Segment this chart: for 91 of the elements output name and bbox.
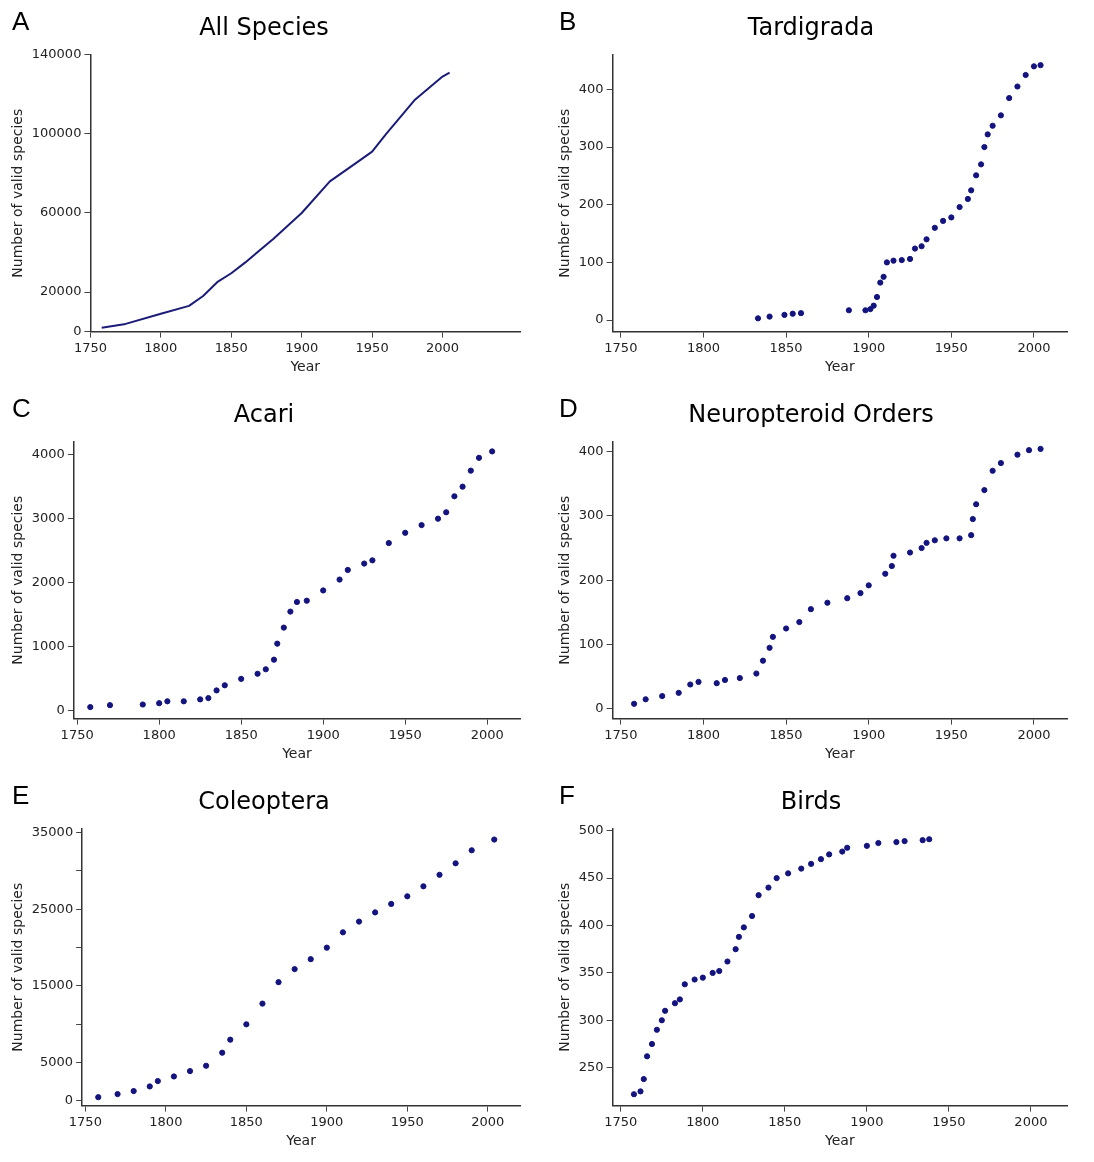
y-tick-label: 20000 (40, 283, 82, 299)
x-axis-title: Year (823, 745, 855, 762)
x-tick-label: 1900 (310, 1113, 344, 1129)
x-axis-title: Year (285, 1132, 317, 1149)
y-tick-label: 60000 (40, 204, 82, 220)
y-axis-title: Number of valid species (9, 108, 26, 278)
y-tick-label: 140000 (31, 46, 82, 62)
x-tick-label: 1850 (768, 1113, 802, 1129)
y-axis-title: Number of valid species (9, 882, 26, 1052)
chart-title: Birds (780, 786, 842, 815)
y-tick-label: 0 (56, 702, 65, 718)
chart-title: All Species (199, 12, 329, 41)
y-tick-label: 350 (578, 964, 604, 980)
x-tick-label: 1850 (229, 1113, 263, 1129)
y-tick-label: 500 (578, 822, 604, 838)
y-tick-label: 0 (64, 1092, 74, 1108)
x-tick-label: 1950 (388, 726, 422, 742)
x-tick-label: 1800 (142, 726, 176, 742)
text: B (559, 6, 577, 37)
x-axis-title: Year (281, 745, 313, 762)
y-tick-label: 35000 (31, 824, 74, 840)
y-tick-label: 100 (578, 253, 604, 269)
y-axis-title: Number of valid species (9, 495, 26, 665)
y-tick-label: 0 (595, 700, 604, 716)
text: F (559, 780, 575, 811)
text: E (12, 780, 30, 811)
y-tick-label: 100 (578, 635, 604, 651)
y-tick-label: 15000 (31, 977, 74, 993)
x-tick-label: 1900 (850, 1113, 884, 1129)
y-tick-label: 200 (578, 571, 604, 587)
y-axis-title: Number of valid species (556, 495, 573, 665)
y-tick-label: 300 (578, 138, 604, 154)
y-tick-label: 3000 (31, 510, 65, 526)
x-tick-label: 1900 (852, 726, 886, 742)
y-axis-title: Number of valid species (556, 882, 573, 1052)
x-tick-label: 1750 (68, 1113, 102, 1129)
text: D (559, 393, 578, 424)
y-tick-label: 5000 (40, 1054, 74, 1070)
x-tick-label: 2000 (1017, 339, 1051, 355)
y-tick-label: 0 (73, 322, 82, 338)
x-tick-label: 2000 (1014, 1113, 1048, 1129)
x-tick-label: 1850 (769, 726, 803, 742)
x-tick-label: 1900 (306, 726, 340, 742)
y-tick-label: 250 (578, 1059, 604, 1075)
x-tick-label: 1800 (144, 339, 178, 355)
x-axis-title: Year (823, 358, 855, 375)
x-tick-label: 1900 (852, 339, 886, 355)
x-tick-label: 1850 (224, 726, 258, 742)
chart-title: Tardigrada (746, 12, 875, 41)
x-tick-label: 1950 (934, 339, 968, 355)
chart-title: Acari (233, 399, 295, 428)
y-tick-label: 400 (578, 80, 604, 96)
text: C (12, 393, 31, 424)
y-tick-label: 100000 (31, 125, 82, 141)
x-tick-label: 1900 (285, 339, 319, 355)
x-tick-label: 1750 (604, 1113, 638, 1129)
x-tick-label: 1850 (214, 339, 248, 355)
x-tick-label: 2000 (471, 1113, 505, 1129)
x-tick-label: 1850 (769, 339, 803, 355)
x-tick-label: 1950 (390, 1113, 424, 1129)
y-tick-label: 0 (595, 311, 604, 327)
y-tick-label: 300 (578, 1011, 604, 1027)
x-axis-title: Year (289, 358, 321, 375)
text: A (12, 6, 30, 37)
x-tick-label: 2000 (425, 339, 460, 355)
x-tick-label: 2000 (470, 726, 504, 742)
x-tick-label: 1750 (604, 339, 638, 355)
x-tick-label: 1750 (60, 726, 94, 742)
y-tick-label: 450 (578, 869, 604, 885)
y-tick-label: 1000 (31, 638, 65, 654)
y-tick-label: 400 (578, 442, 604, 458)
y-tick-label: 25000 (31, 900, 74, 916)
x-tick-label: 1800 (686, 339, 721, 355)
x-tick-label: 1800 (686, 726, 721, 742)
x-tick-label: 1950 (934, 726, 968, 742)
x-tick-label: 2000 (1017, 726, 1051, 742)
y-tick-label: 4000 (31, 445, 65, 461)
x-tick-label: 1950 (355, 339, 389, 355)
x-tick-label: 1800 (149, 1113, 183, 1129)
x-tick-label: 1750 (73, 339, 107, 355)
y-axis-title: Number of valid species (556, 108, 573, 278)
y-tick-label: 2000 (31, 574, 65, 590)
chart-title: Coleoptera (198, 786, 330, 815)
y-tick-label: 400 (578, 916, 604, 932)
chart-title: Neuropteroid Orders (688, 399, 934, 428)
x-tick-label: 1750 (604, 726, 638, 742)
x-tick-label: 1800 (686, 1113, 720, 1129)
x-axis-title: Year (823, 1132, 855, 1149)
y-tick-label: 300 (578, 507, 604, 523)
x-tick-label: 1950 (932, 1113, 966, 1129)
y-tick-label: 200 (578, 196, 604, 212)
